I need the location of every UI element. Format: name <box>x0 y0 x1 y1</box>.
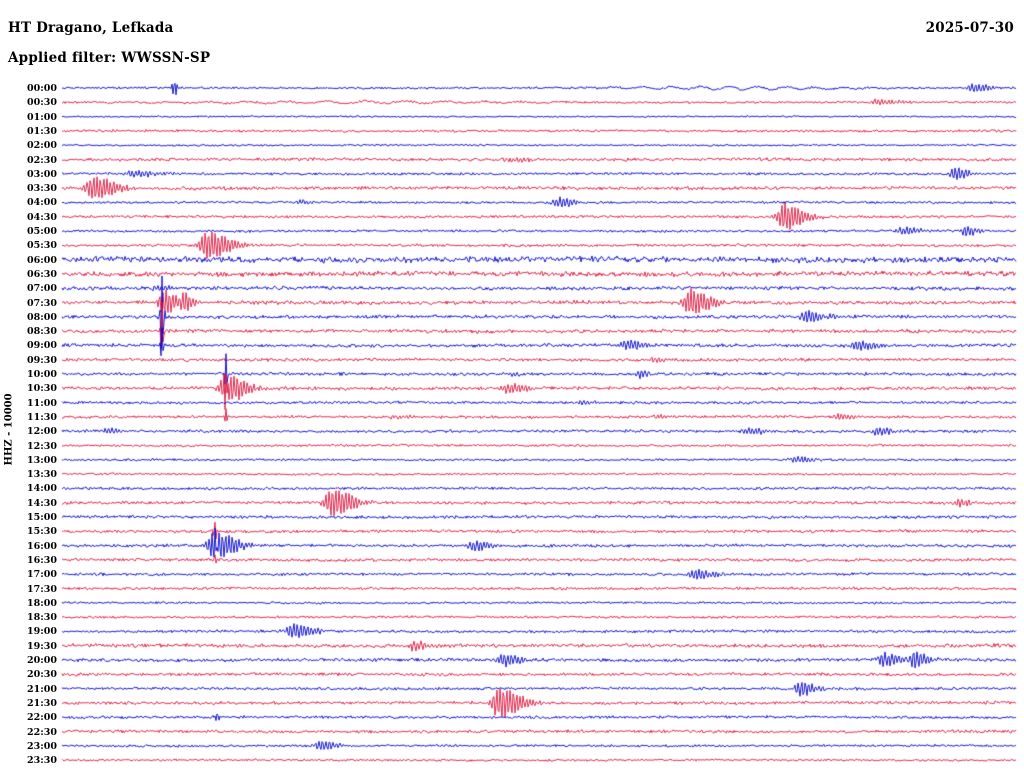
seismogram-traces-canvas <box>0 0 1024 780</box>
helicorder-page: HT Dragano, Lefkada 2025-07-30 Applied f… <box>0 0 1024 780</box>
